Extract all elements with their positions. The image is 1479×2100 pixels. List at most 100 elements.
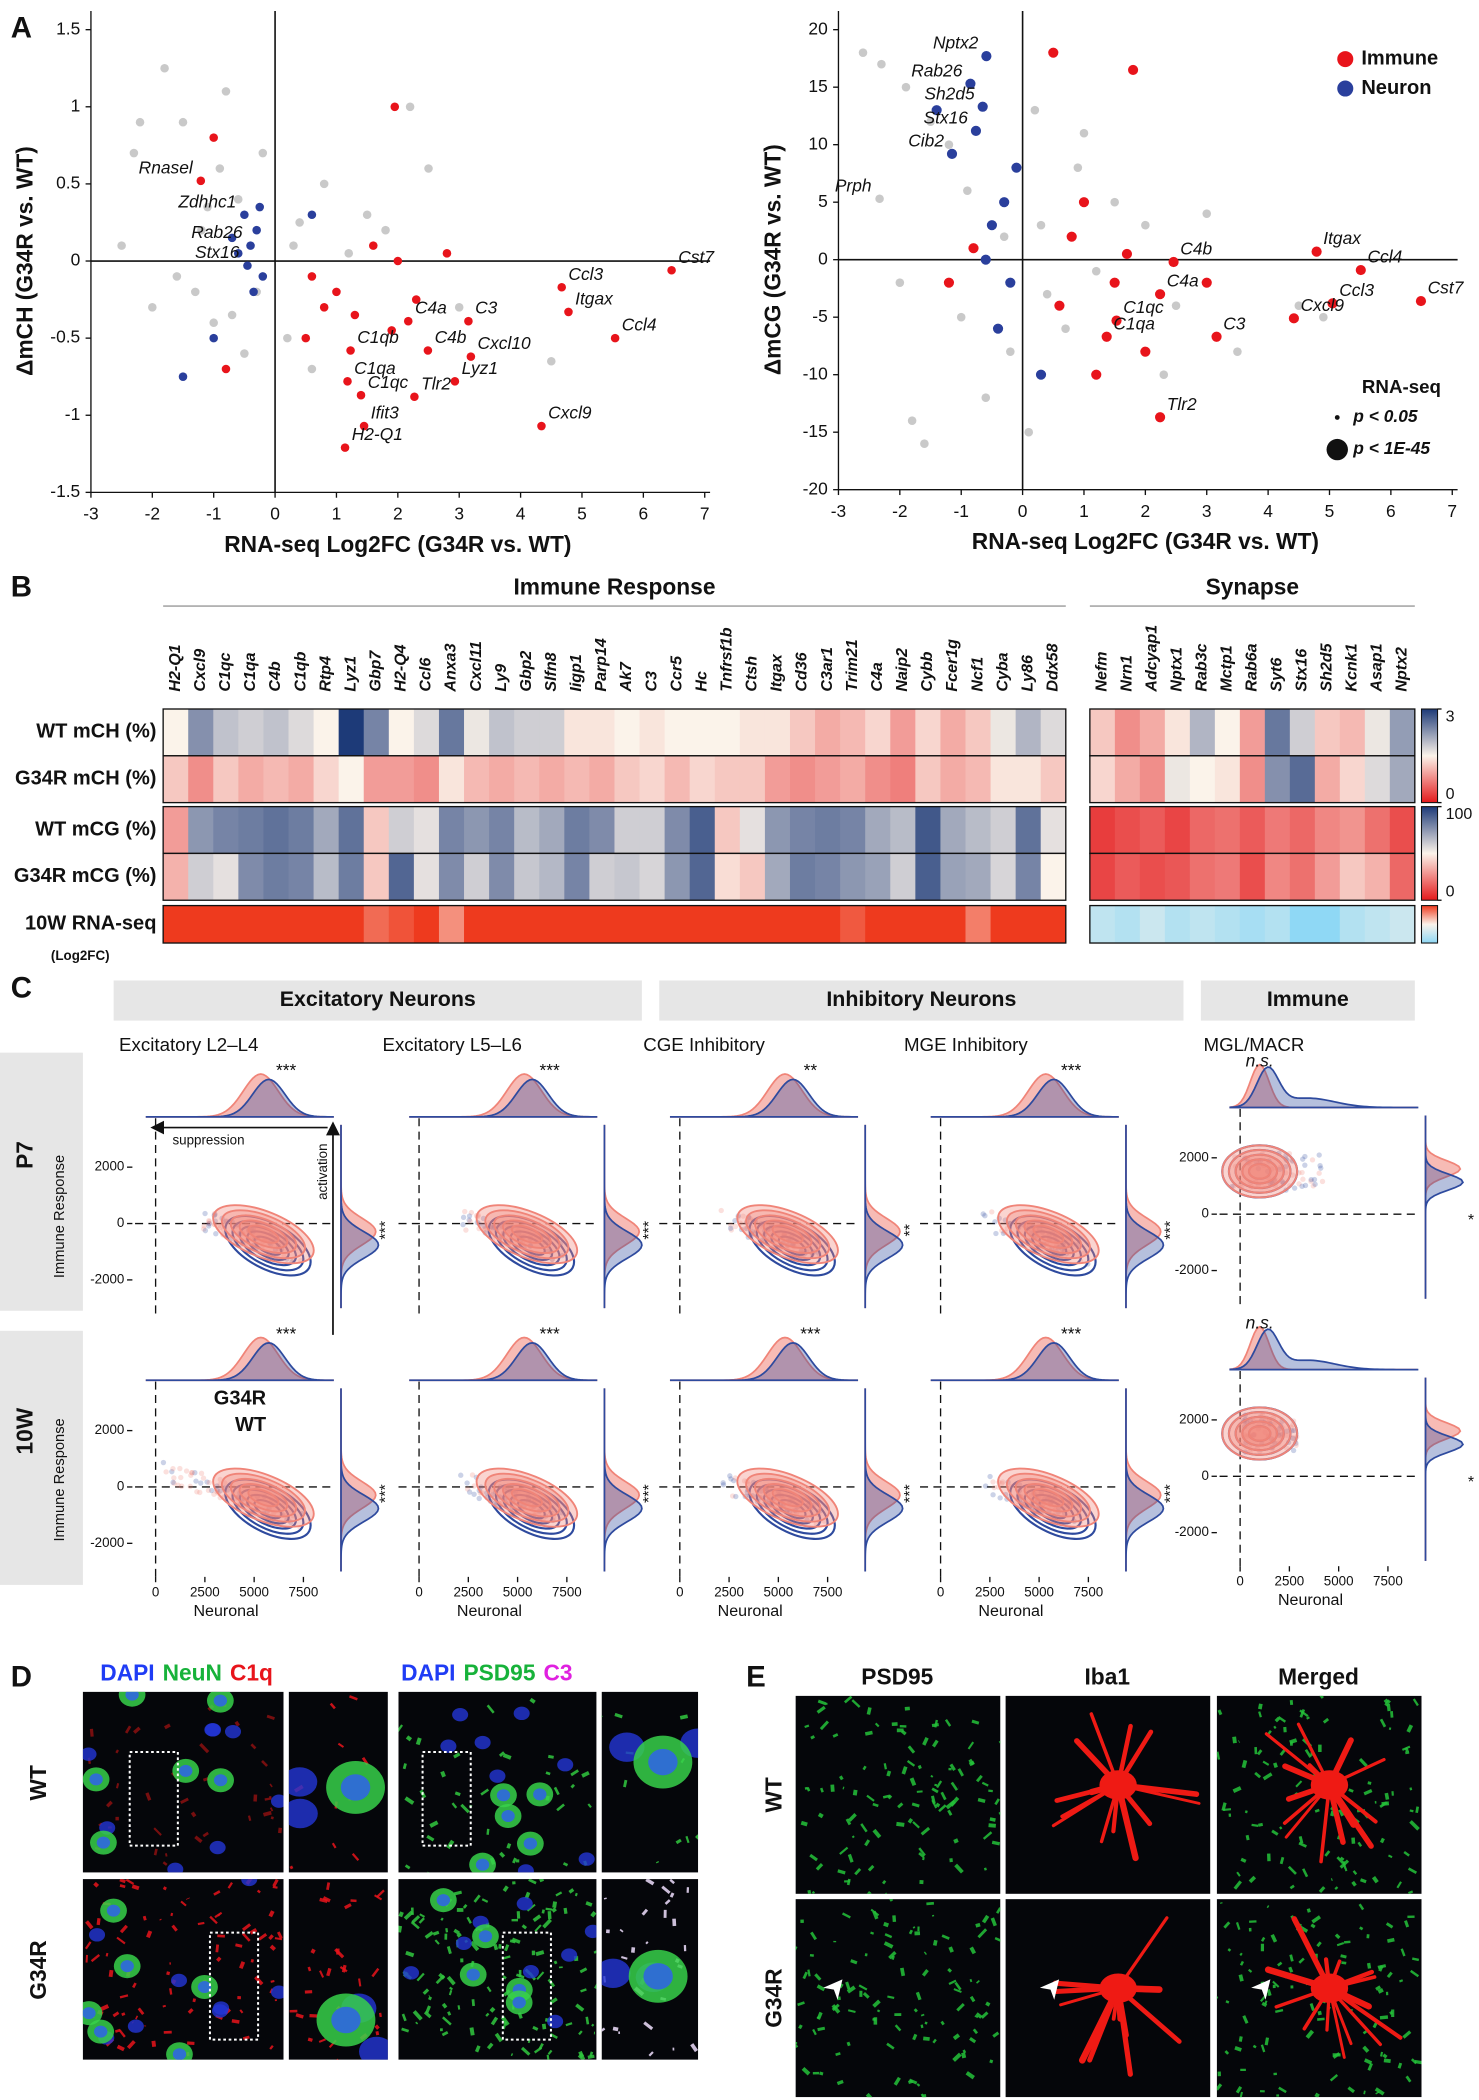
row-header	[0, 1052, 83, 1311]
column-label: Rab3c	[1193, 643, 1211, 691]
heat-cell	[263, 755, 290, 803]
speck	[816, 1705, 826, 1714]
y-tick-label: -5	[812, 306, 827, 326]
point	[258, 148, 268, 158]
cell-dot	[1255, 1165, 1262, 1172]
contour	[771, 1488, 804, 1508]
cell-dot	[192, 1470, 198, 1476]
cell-dot	[464, 1486, 471, 1492]
point-label: C3	[475, 298, 498, 318]
speck	[645, 1879, 655, 1886]
x-tick-label: 7500	[552, 1584, 582, 1599]
point	[1319, 312, 1328, 322]
heat-cell	[1364, 755, 1391, 803]
heat-cell	[539, 709, 565, 756]
panel-letter: D	[11, 1660, 32, 1693]
marginal-density	[864, 1124, 901, 1309]
point	[992, 323, 1004, 334]
speck	[119, 1884, 126, 1889]
point	[999, 232, 1009, 241]
nucleus	[455, 1936, 472, 1950]
heat-cell	[589, 709, 616, 756]
speck	[802, 1971, 808, 1980]
panel-letter: C	[11, 972, 32, 1005]
x-axis-title: Neuronal	[718, 1602, 783, 1620]
speck	[416, 1972, 425, 1982]
heat-cell	[940, 853, 967, 901]
point	[129, 148, 139, 158]
x-tick-label: 7500	[1373, 1574, 1403, 1589]
heat-cell	[564, 905, 590, 944]
heat-cell	[865, 806, 891, 854]
heat-cell	[1189, 853, 1216, 901]
y-tick-label: 10	[808, 133, 827, 153]
speck	[326, 1882, 331, 1891]
speck	[1260, 2044, 1266, 2053]
speck	[423, 2010, 432, 2019]
row-frame	[162, 904, 1067, 944]
cell-dot	[460, 1221, 466, 1228]
x-tick-label: 5000	[1024, 1584, 1054, 1599]
heat-cell	[438, 755, 465, 803]
heat-cell	[915, 905, 941, 944]
heat-cell	[388, 755, 415, 803]
speck	[264, 1797, 272, 1801]
speck	[1358, 1758, 1368, 1768]
column-label: Lyz1	[341, 656, 359, 692]
heat-cell	[1015, 905, 1042, 944]
cell-dot	[732, 1223, 739, 1230]
heat-cell	[890, 853, 916, 901]
heat-cell	[263, 806, 290, 854]
nucleus	[578, 1852, 595, 1866]
nucleus	[209, 1840, 226, 1855]
speck	[980, 2011, 989, 2019]
soma	[1099, 1770, 1137, 1800]
speck	[798, 2024, 803, 2030]
speck	[412, 2010, 423, 2021]
cell-dot	[1251, 1431, 1258, 1438]
cell-dot	[194, 1489, 200, 1495]
heat-cell	[1089, 853, 1116, 901]
y-tick-label: 15	[808, 76, 827, 96]
speck	[485, 2012, 490, 2017]
cell-dot	[727, 1473, 733, 1479]
speck	[891, 1955, 895, 1960]
speck	[490, 2016, 499, 2026]
speck	[532, 1914, 542, 1922]
column-label: Kcnk1	[1343, 643, 1361, 691]
speck	[1247, 1968, 1253, 1973]
speck	[440, 1770, 446, 1778]
speck	[1239, 1960, 1245, 1966]
y-tick-label: 5	[818, 191, 828, 211]
speck	[164, 1723, 171, 1730]
speck	[1336, 1942, 1345, 1947]
speck	[975, 1922, 981, 1928]
speck	[845, 1818, 852, 1826]
x-axis-title: Neuronal	[457, 1602, 522, 1620]
point	[209, 318, 218, 327]
point	[943, 277, 955, 288]
speck	[1298, 1957, 1305, 1964]
heat-cell	[739, 755, 766, 803]
heat-cell	[539, 755, 565, 803]
heat-cell	[489, 755, 515, 803]
speck	[882, 1794, 891, 1799]
speck	[486, 1986, 492, 1993]
speck	[447, 2011, 452, 2016]
speck	[1409, 1820, 1420, 1831]
significance: ***	[377, 1484, 395, 1503]
soma	[1099, 1973, 1137, 2003]
stain-legend: DAPI NeuN C1q	[100, 1659, 273, 1685]
point	[1311, 246, 1322, 257]
x-tick-label: 0	[937, 1584, 944, 1599]
x-tick-label: 2500	[453, 1584, 483, 1599]
speck	[841, 1912, 851, 1919]
contour	[493, 1477, 561, 1518]
point	[970, 125, 982, 136]
micrograph-content	[82, 1691, 284, 1873]
y-axis-title: Immune Response	[52, 1155, 68, 1278]
point	[907, 416, 917, 425]
point	[227, 233, 237, 243]
speck	[1363, 2058, 1373, 2065]
speck	[1352, 1870, 1358, 1876]
